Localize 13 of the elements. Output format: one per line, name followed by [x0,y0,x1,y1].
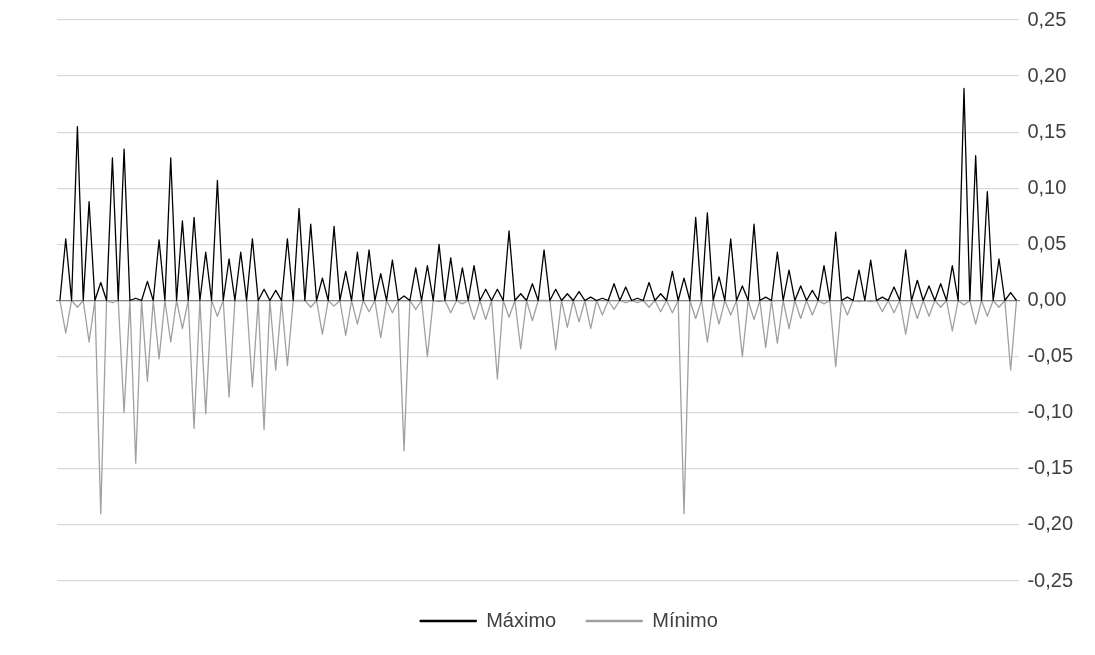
y-tick-label: 0,20 [1027,63,1067,86]
y-tick-label: -0,05 [1027,344,1074,367]
y-tick-label: -0,25 [1027,568,1074,591]
y-tick-label: 0,05 [1027,231,1067,254]
legend-label: Máximo [486,608,557,631]
y-tick-label: 0,25 [1027,7,1067,30]
legend-label: Mínimo [652,608,718,631]
y-tick-label: -0,20 [1027,512,1074,535]
y-tick-label: 0,15 [1027,119,1067,142]
y-tick-label: -0,10 [1027,400,1074,423]
y-tick-label: 0,10 [1027,175,1067,198]
y-tick-label: -0,15 [1027,456,1074,479]
y-tick-label: 0,00 [1027,288,1067,311]
